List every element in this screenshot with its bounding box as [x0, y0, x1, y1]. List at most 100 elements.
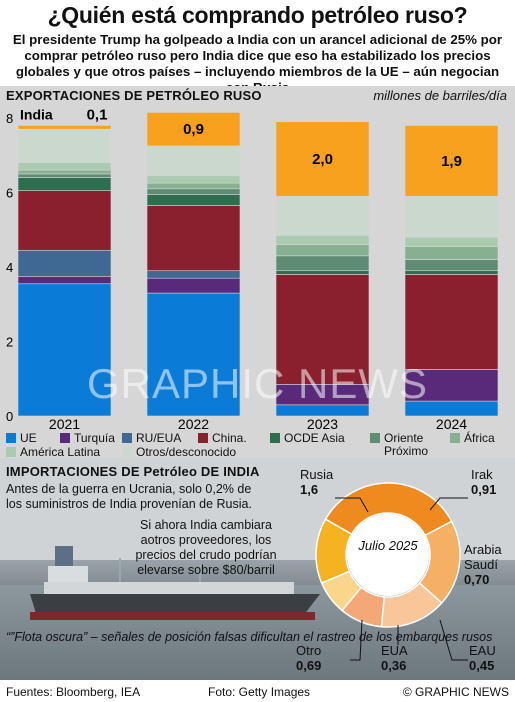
sources-text: Fuentes: Bloomberg, IEA	[6, 685, 141, 699]
bar-segment	[17, 283, 112, 417]
bar-segment	[17, 173, 112, 178]
prewar-note: Antes de la guerra en Ucrania, solo 0,2%…	[6, 482, 252, 511]
bar-segment	[404, 270, 499, 275]
y-tick-label: 4	[6, 260, 13, 275]
y-tick-label: 0	[6, 409, 13, 424]
donut-hole	[347, 514, 429, 596]
bar-segment	[17, 125, 112, 130]
y-tick-label: 6	[6, 186, 13, 201]
bar-segment	[17, 169, 112, 175]
bar-segment	[404, 246, 499, 260]
watermark: GRAPHIC NEWS	[86, 360, 429, 407]
price-note: Si ahora India cambiara aotros proveedor…	[135, 518, 277, 577]
bar-segment	[275, 244, 370, 257]
legend-label: Turquía	[74, 431, 115, 445]
bar-segment	[17, 162, 112, 171]
dark-fleet-caption: “”Flota oscura” – señales de posición fa…	[6, 630, 493, 644]
bar-segment	[275, 235, 370, 245]
legend-label: América Latina	[20, 445, 101, 459]
legend-swatch	[6, 447, 16, 457]
legend-label: Otros/desconocido	[136, 445, 237, 459]
bar-segment	[146, 188, 241, 195]
legend-swatch	[60, 433, 70, 443]
y-tick-label: 2	[6, 335, 13, 350]
legend-item: Oriente Próximo	[370, 432, 448, 458]
donut-slice	[315, 518, 353, 584]
bar-segment	[17, 190, 112, 251]
legend-item: África	[450, 432, 495, 445]
x-tick-label: 2024	[436, 416, 467, 430]
bar-segment	[146, 145, 241, 177]
footer: Fuentes: Bloomberg, IEA Foto: Getty Imag…	[0, 682, 515, 702]
india-imports-donut-chart	[315, 482, 461, 628]
photo-credit: Foto: Getty Images	[208, 685, 311, 699]
legend-label: UE	[20, 431, 37, 445]
slice-label-otro: Otro 0,69	[296, 643, 322, 673]
bar-segment	[17, 128, 112, 164]
bar-segment	[146, 205, 241, 272]
india-value-label: 2,0	[312, 151, 333, 168]
bar-segment	[146, 270, 241, 279]
legend-swatch	[6, 433, 16, 443]
x-tick-label: 2023	[307, 416, 338, 430]
bar-segment	[17, 276, 112, 285]
bar-segment	[404, 274, 499, 370]
page-title: ¿Quién está comprando petróleo ruso?	[47, 2, 468, 28]
legend-item: Turquía	[60, 432, 115, 445]
bar-segment	[146, 277, 241, 294]
legend-label: OCDE Asia	[284, 431, 345, 445]
india-value-label: 0,9	[183, 121, 204, 138]
imports-panel	[0, 458, 515, 680]
imports-section-title: IMPORTACIONES DE Petróleo DE INDIA	[6, 464, 260, 479]
tanker-ship-illustration	[30, 546, 320, 620]
legend-swatch	[122, 447, 132, 457]
legend-label: Oriente Próximo	[384, 431, 429, 458]
bar-segment	[146, 292, 241, 417]
legend-item: Otros/desconocido	[122, 446, 236, 459]
bar-segment	[17, 177, 112, 191]
donut-center-label: Julio 2025	[358, 538, 418, 553]
legend-swatch	[370, 433, 380, 443]
legend-swatch	[122, 433, 132, 443]
bar-segment	[275, 121, 370, 197]
slice-label-arabia-saudi: Arabia Saudí 0,70	[464, 542, 502, 587]
legend-item: América Latina	[6, 446, 100, 459]
bar-segment	[404, 125, 499, 197]
bar-segment	[275, 195, 370, 236]
legend-swatch	[450, 433, 460, 443]
bar-segment	[404, 236, 499, 247]
india-value-label: 0,1	[87, 106, 108, 123]
x-tick-label: 2022	[178, 416, 209, 430]
x-tick-label: 2021	[49, 416, 80, 430]
bar-segment	[146, 112, 241, 147]
bar-segment	[404, 369, 499, 402]
bar-segment	[275, 274, 370, 385]
exports-section-title: EXPORTACIONES DE PETRÓLEO RUSO	[6, 88, 262, 103]
slice-label-rusia: Rusia 1,6	[300, 467, 334, 497]
bar-segment	[146, 175, 241, 184]
bar-segment	[275, 255, 370, 272]
bar-segment	[146, 182, 241, 190]
bar-segment	[275, 270, 370, 275]
donut-slice	[324, 482, 453, 537]
bar-segment	[17, 249, 112, 277]
legend-item: China.	[198, 432, 247, 445]
slice-label-eua: EUA 0,36	[381, 643, 408, 673]
donut-leader-lines	[335, 497, 468, 661]
slice-label-eau: EAU 0,45	[469, 643, 496, 673]
slice-label-irak: Irak 0,91	[471, 467, 497, 497]
y-tick-label: 8	[6, 111, 13, 126]
legend-label: África	[464, 431, 495, 445]
copyright-text: © GRAPHIC NEWS	[402, 685, 509, 699]
india-value-label: 1,9	[441, 153, 462, 170]
india-series-label: India	[20, 106, 53, 122]
legend-swatch	[270, 433, 280, 443]
bar-segment	[404, 259, 499, 272]
chart-legend: UE Turquía RU/EUA China. OCDE Asia Oriente Pr…	[0, 430, 515, 459]
legend-label: RU/EUA	[136, 431, 182, 445]
legend-item: UE	[6, 432, 37, 445]
exports-bar-chart: 0 2 4 6 8 0,1 India 2021 0,9 2022 2,0 2023 1,9 2024	[6, 106, 499, 430]
bar-segment	[146, 194, 241, 206]
legend-swatch	[198, 433, 208, 443]
